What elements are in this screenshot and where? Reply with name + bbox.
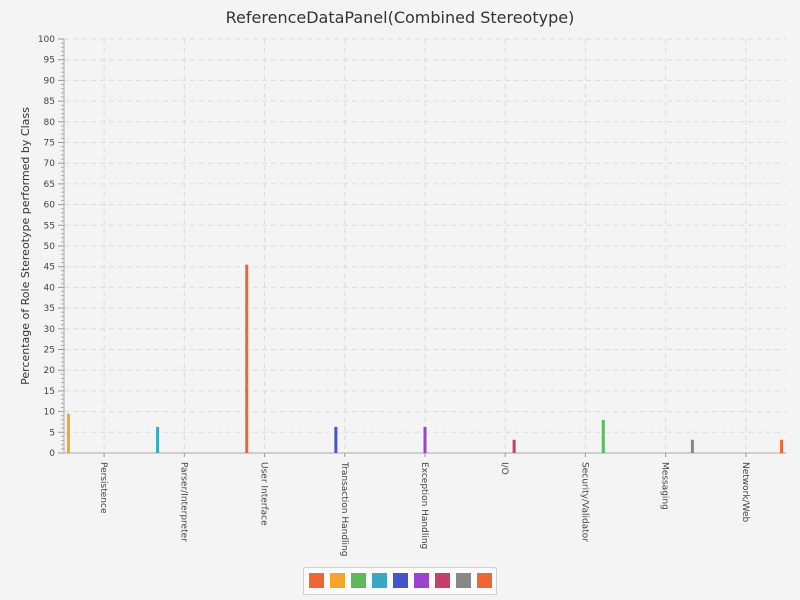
bar [690,439,694,453]
y-axis-label: Percentage of Role Stereotype performed … [19,107,32,385]
y-tick-label: 95 [44,56,55,66]
x-tick-label: Parser/Interpreter [178,462,188,542]
y-tick-label: 10 [44,408,56,418]
legend-swatch [477,573,492,588]
y-tick-label: 25 [44,346,55,356]
y-tick-label: 60 [44,201,56,211]
bar [245,264,249,453]
x-tick-label: User Interface [259,462,269,526]
x-tick-label: Persistence [98,462,108,514]
legend-swatch [372,573,387,588]
bar [334,426,338,453]
bar [66,413,70,453]
x-tick-label: Network/Web [740,462,750,523]
y-tick-label: 55 [44,221,55,231]
bar [601,419,605,453]
y-tick-label: 85 [44,97,55,107]
y-tick-label: 45 [44,263,55,273]
y-tick-label: 15 [44,387,55,397]
legend [303,567,497,595]
legend-swatch [456,573,471,588]
bar [423,426,427,453]
bars [66,264,784,453]
y-tick-label: 70 [44,159,56,169]
legend-swatch [309,573,324,588]
legend-swatch [351,573,366,588]
y-tick-label: 65 [44,180,55,190]
x-tick-label: Security/Validator [579,462,589,542]
legend-swatches [309,573,492,588]
y-tick-label: 30 [44,325,56,335]
x-tick-label: Messaging [660,462,670,510]
x-tick-label: Transaction Handling [339,461,349,556]
y-tick-label: 90 [44,76,56,86]
bar [512,439,516,453]
bar [780,439,784,453]
chart-title: ReferenceDataPanel(Combined Stereotype) [226,8,575,27]
legend-swatch [435,573,450,588]
bar [156,426,160,453]
y-tick-label: 35 [44,304,55,314]
y-tick-label: 75 [44,139,55,149]
x-tick-label: Exception Handling [419,462,429,549]
legend-swatch [393,573,408,588]
grid [64,38,786,453]
legend-swatch [414,573,429,588]
x-tick-label: I/O [499,462,509,475]
y-tick-label: 40 [44,283,56,293]
y-tick-label: 20 [44,366,56,376]
y-tick-label: 5 [49,428,55,438]
legend-swatch [330,573,345,588]
category-labels: Persistence Parser/Interpreter User Interf… [98,461,750,556]
y-tick-label: 100 [38,35,55,45]
y-tick-label: 80 [44,118,56,128]
y-tick-label: 0 [49,449,55,459]
y-tick-label: 50 [44,242,56,252]
